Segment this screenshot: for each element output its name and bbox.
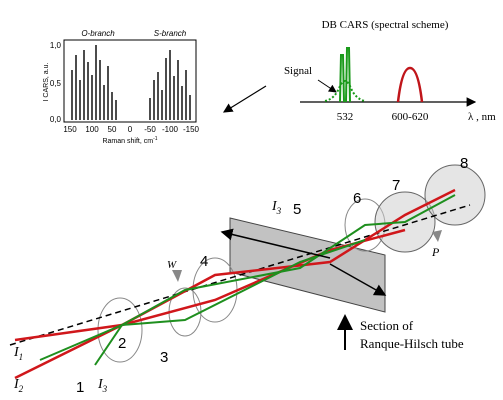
section-label: Section of	[360, 318, 414, 333]
y-tick: 0,0	[50, 115, 62, 124]
x-tick: 0	[128, 125, 133, 134]
axis-line	[9, 204, 471, 346]
green-beam	[39, 239, 366, 361]
x-tick: 150	[63, 125, 77, 134]
polarizer-mark	[432, 230, 442, 242]
beam-symbol: I	[13, 345, 20, 360]
spectrum-lines	[71, 45, 191, 120]
element-number: 7	[392, 177, 400, 194]
x-tick: -50	[144, 125, 156, 134]
x-label-exp: -1	[153, 136, 158, 142]
beam-symbol: I	[271, 199, 278, 214]
element-number: 2	[118, 335, 126, 352]
x-label: Raman shift, cm-1	[102, 136, 157, 145]
element-number: 3	[160, 349, 168, 366]
axis-unit: λ , nm	[468, 111, 496, 123]
element-number: 8	[460, 155, 468, 172]
beam-label: I3	[97, 377, 108, 394]
beam-label: I3	[271, 199, 282, 216]
polarizer-label: P	[431, 245, 440, 259]
spectral-scheme: DB CARS (spectral scheme) Signal 532 600…	[284, 19, 496, 123]
x-tick: -100	[162, 125, 179, 134]
beam-label: I2	[13, 377, 24, 394]
element-number: 5	[293, 201, 301, 218]
scheme-tick: 600-620	[392, 111, 429, 123]
section-label: Ranque-Hilsch tube	[360, 336, 464, 351]
beam-index: 1	[19, 352, 24, 362]
branch-label: S-branch	[154, 29, 187, 38]
x-tick: -150	[183, 125, 200, 134]
beam-index: 2	[19, 384, 24, 394]
signal-arrow	[317, 79, 337, 93]
plot-frame	[63, 39, 197, 123]
x-tick: 50	[108, 125, 117, 134]
branch-label: O-branch	[81, 29, 115, 38]
element-number: 1	[76, 379, 84, 396]
signal-curve	[324, 80, 366, 102]
lens	[97, 297, 143, 363]
pointer-arrow	[222, 85, 267, 113]
y-label: I CARS, a.u.	[43, 62, 50, 101]
window-label: W	[167, 259, 177, 271]
x-label-text: Raman shift, cm	[102, 138, 153, 145]
beam-symbol: I	[13, 377, 20, 392]
element-number: 6	[353, 190, 361, 207]
red-beam	[14, 188, 456, 380]
window-mark	[172, 270, 182, 282]
beam-symbol: I	[97, 377, 104, 392]
signal-label: Signal	[284, 65, 312, 77]
scheme-title: DB CARS (spectral scheme)	[322, 19, 449, 31]
x-tick: 100	[85, 125, 99, 134]
y-tick: 1,0	[50, 41, 62, 50]
element-number: 4	[200, 253, 208, 270]
flow-arrow	[220, 228, 331, 259]
setup: I1 I2 I3 I3 W P 1 2 3 4 5 6 7 8 Section …	[9, 155, 486, 396]
flow-arrow	[329, 263, 387, 296]
spectrum-inset: I CARS, a.u. 1,0 0,5 0,0 O-branch S-bran…	[43, 29, 200, 145]
scheme-tick: 532	[337, 111, 354, 123]
y-tick: 0,5	[50, 79, 62, 88]
beam-index: 3	[102, 384, 108, 394]
red-peak	[396, 66, 424, 103]
beam-label: I1	[13, 345, 23, 362]
green-peak	[339, 47, 351, 103]
beam-index: 3	[276, 206, 282, 216]
